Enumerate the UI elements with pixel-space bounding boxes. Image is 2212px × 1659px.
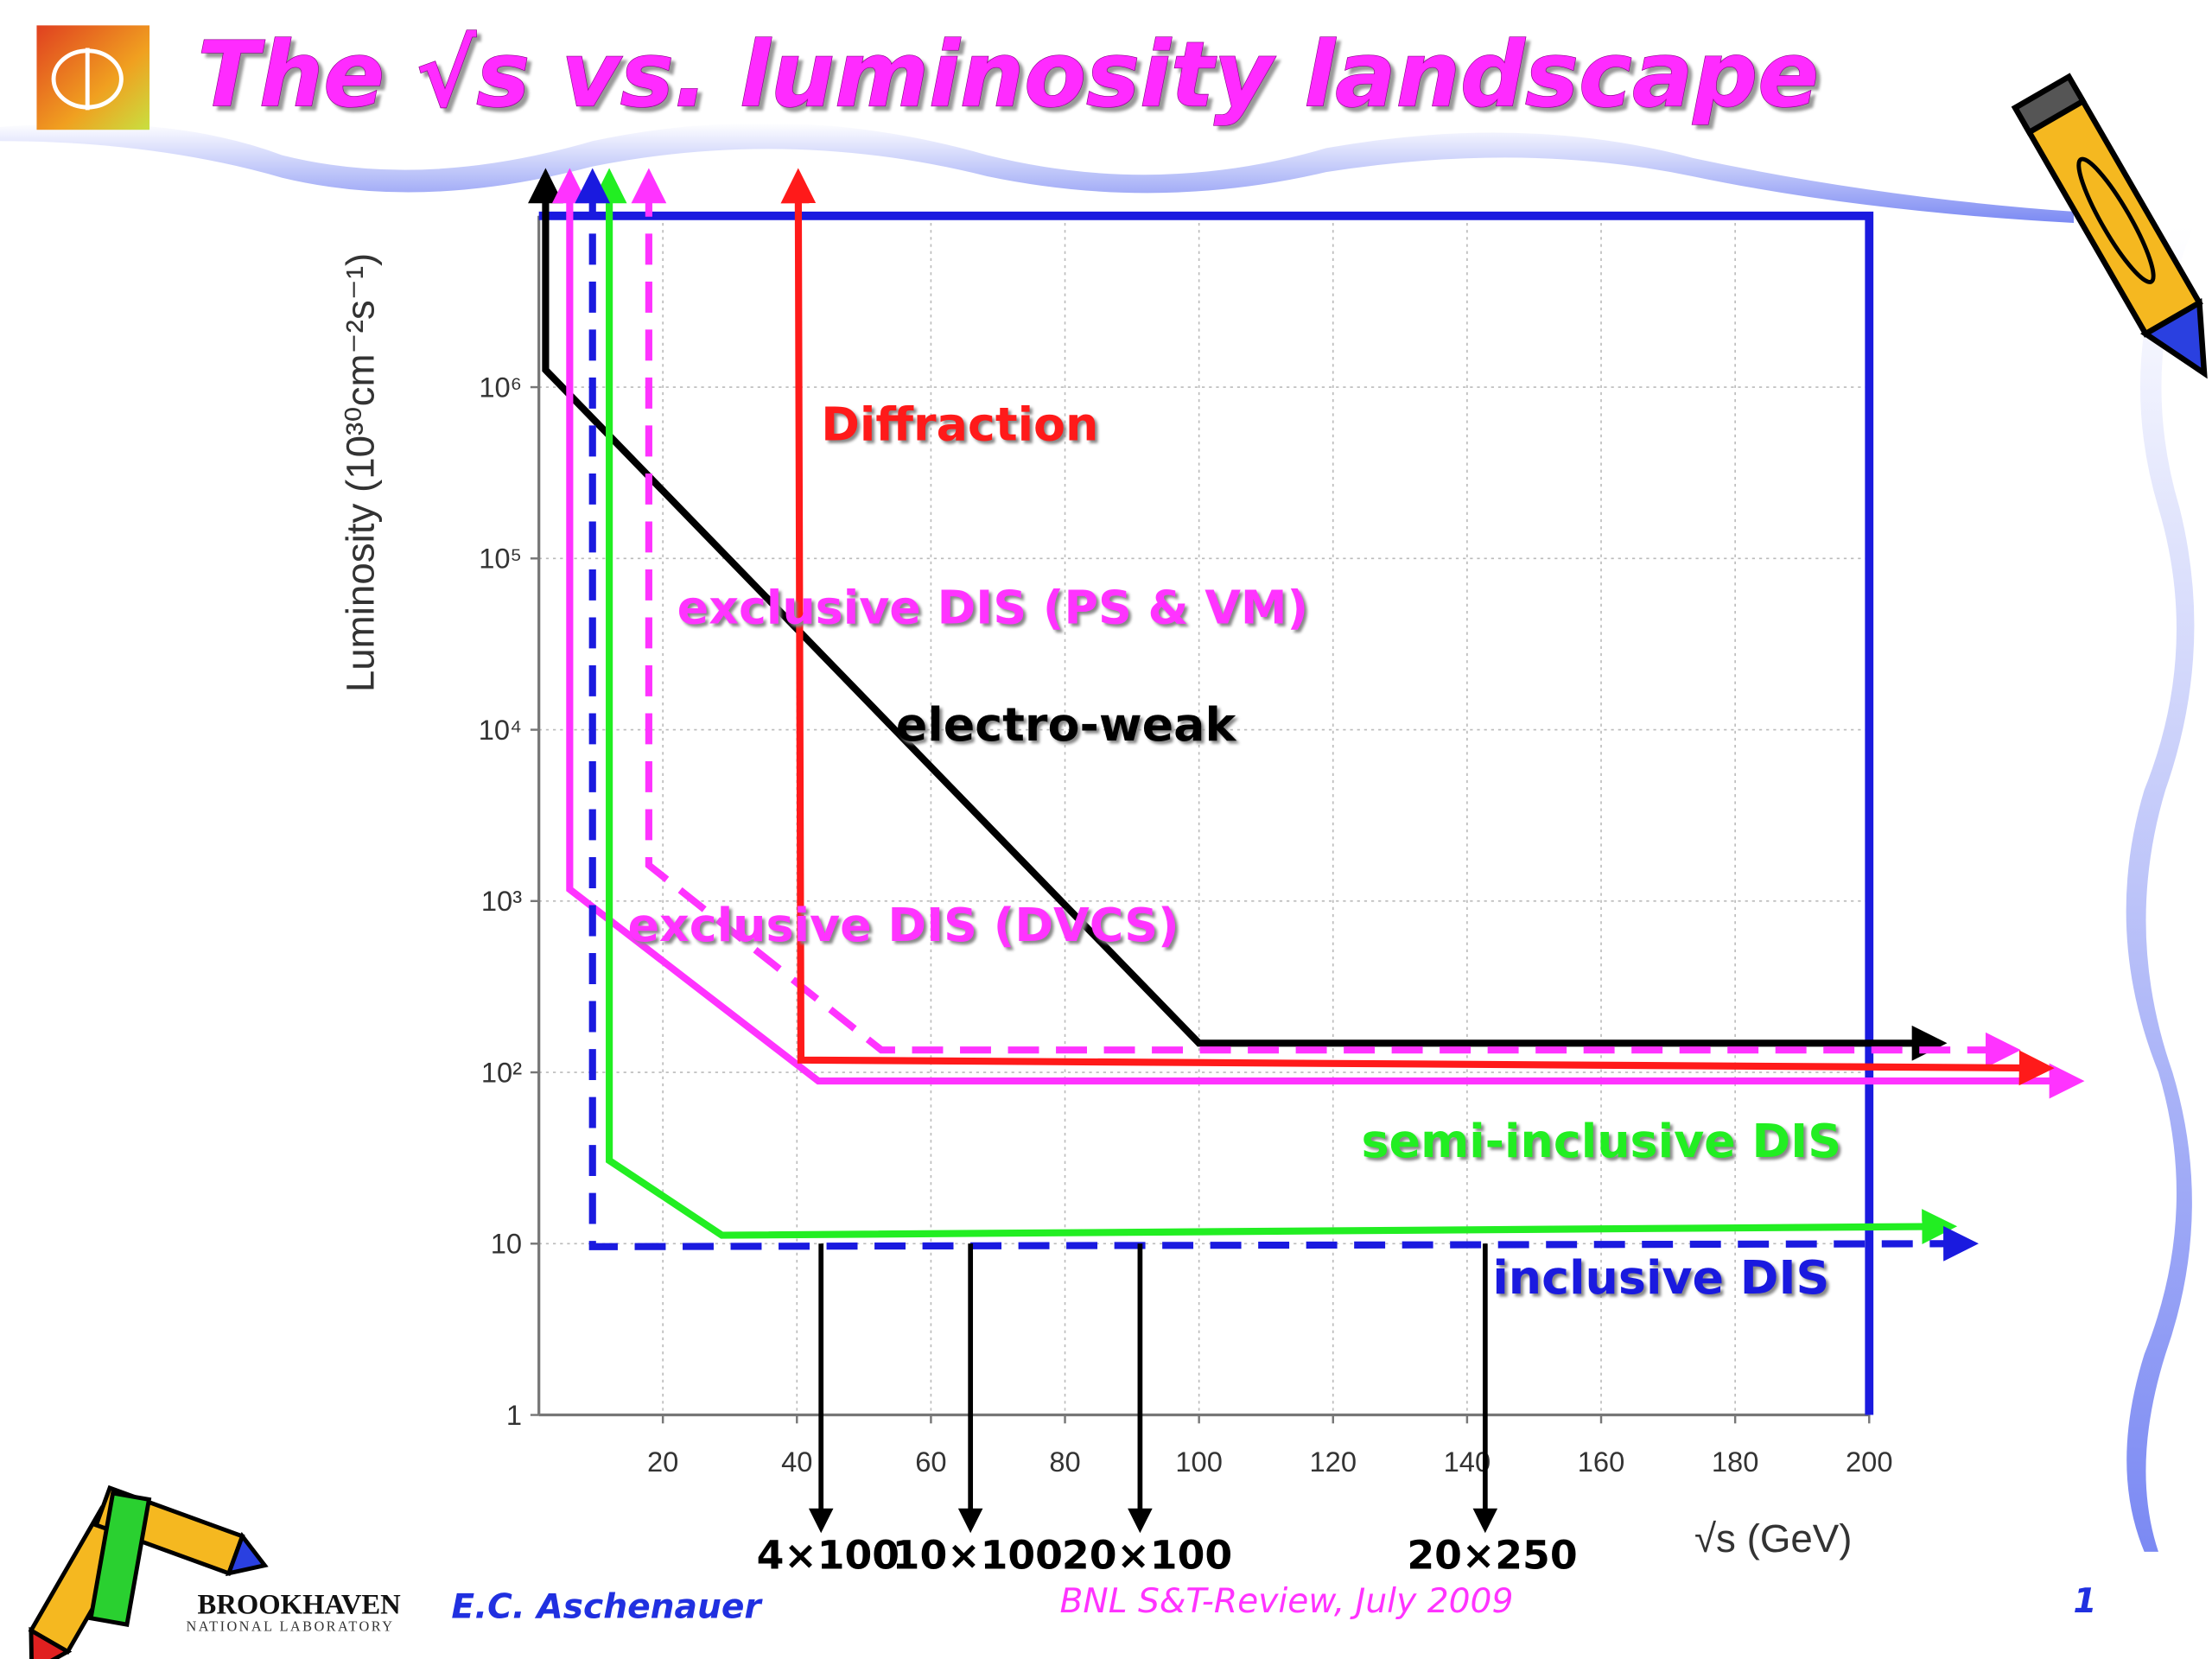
- x-tick-label: 40: [781, 1446, 812, 1478]
- series-label: exclusive DIS (DVCS): [628, 898, 1179, 952]
- series-label: Diffraction: [821, 397, 1098, 451]
- series-line: [575, 168, 1979, 1262]
- x-tick-label: 20: [647, 1446, 678, 1478]
- slide-title: The √s vs. luminosity landscape: [198, 22, 1820, 127]
- series-label: inclusive DIS: [1492, 1250, 1829, 1305]
- y-tick-label: 10²: [481, 1056, 522, 1088]
- series-label: semi-inclusive DIS: [1362, 1114, 1842, 1168]
- header-wave: [0, 123, 2074, 223]
- x-tick-label: 60: [915, 1446, 946, 1478]
- y-tick-label: 1: [506, 1399, 522, 1431]
- x-tick-label: 80: [1049, 1446, 1080, 1478]
- page-number: 1: [2073, 1582, 2096, 1621]
- y-tick-label: 10³: [481, 885, 522, 917]
- author: E.C. Aschenauer: [451, 1588, 763, 1627]
- x-tick-label: 120: [1310, 1446, 1357, 1478]
- y-tick-label: 10⁴: [479, 714, 522, 746]
- y-tick-label: 10⁵: [479, 543, 522, 575]
- x-axis-label: √s (GeV): [1694, 1516, 1853, 1560]
- pencil-icon: [88, 1491, 152, 1627]
- x-tick-label: 200: [1846, 1446, 1892, 1478]
- pencil-icon: [2011, 73, 2208, 379]
- series-label: exclusive DIS (PS & VM): [677, 581, 1308, 635]
- x-tick-label: 180: [1712, 1446, 1758, 1478]
- beam-label: 4×100: [757, 1533, 900, 1579]
- x-tick-label: 160: [1578, 1446, 1624, 1478]
- lab-name: BROOKHAVEN: [198, 1590, 402, 1621]
- x-tick-label: 100: [1175, 1446, 1222, 1478]
- beam-label: 10×100: [893, 1533, 1063, 1579]
- y-axis-label: Luminosity (10³⁰cm⁻²s⁻¹): [339, 253, 383, 692]
- lab-sub: NATIONAL LABORATORY: [187, 1618, 395, 1634]
- beam-label: 20×250: [1407, 1533, 1577, 1579]
- y-tick-label: 10: [491, 1228, 522, 1260]
- event: BNL S&T-Review, July 2009: [1060, 1582, 1514, 1621]
- y-tick-label: 10⁶: [479, 371, 522, 403]
- side-wave: [2126, 226, 2195, 1552]
- series-label: electro-weak: [896, 697, 1237, 752]
- beam-label: 20×100: [1062, 1533, 1232, 1579]
